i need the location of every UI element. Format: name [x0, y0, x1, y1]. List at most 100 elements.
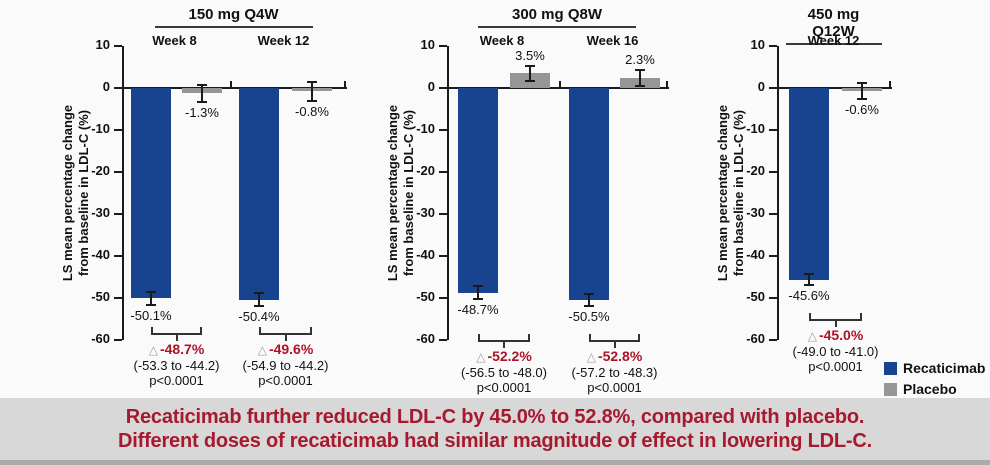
recaticimab-error-bar	[808, 274, 810, 285]
zero-line	[124, 87, 347, 89]
difference-line: △ -52.8%	[540, 349, 690, 365]
y-tick	[439, 339, 447, 341]
confidence-interval: (-53.3 to -44.2)	[133, 358, 220, 373]
y-tick-label: -30	[416, 205, 435, 220]
recaticimab-color-swatch	[884, 361, 897, 375]
y-tick	[439, 87, 447, 89]
placebo-error-cap-bottom	[635, 85, 645, 88]
confidence-interval: (-54.9 to -44.2)	[242, 358, 329, 373]
recaticimab-error-bar	[150, 292, 152, 305]
placebo-value-label: 2.3%	[625, 52, 655, 68]
y-tick	[439, 255, 447, 257]
recaticimab-error-cap-top	[584, 293, 594, 296]
y-tick-label: 0	[102, 79, 110, 94]
plot-area: LS mean percentage change from baseline i…	[60, 37, 347, 388]
y-tick-label: -50	[416, 289, 435, 304]
axis-end-tick	[889, 81, 891, 89]
y-tick-label: -10	[91, 121, 110, 136]
legend: Recaticimab Placebo	[884, 360, 985, 397]
difference-line: △ -49.6%	[211, 342, 361, 358]
y-tick-label: 10	[420, 37, 435, 52]
axis-end-tick	[666, 81, 668, 89]
recaticimab-error-bar	[477, 286, 479, 299]
week-label: Week 16	[586, 33, 639, 48]
summary-banner: Recaticimab further reduced LDL-C by 45.…	[0, 398, 990, 460]
bracket-center-tick	[834, 321, 837, 327]
y-tick	[114, 255, 122, 257]
bracket-center-tick	[175, 335, 178, 341]
panel-2: 300 mg Q8W Week 8 Week 16 LS mean percentag…	[385, 0, 669, 398]
difference-value: -52.2%	[487, 348, 532, 364]
y-tick-label: -30	[746, 205, 765, 220]
y-tick	[769, 339, 777, 341]
recaticimab-value-label: -50.4%	[238, 308, 280, 324]
recaticimab-error-cap-bottom	[584, 304, 594, 307]
placebo-value-label: -0.8%	[295, 103, 329, 119]
placebo-error-cap-top	[307, 81, 317, 84]
recaticimab-error-cap-top	[473, 285, 483, 288]
summary-line-2: Different doses of recaticimab had simil…	[118, 429, 872, 452]
recaticimab-error-cap-bottom	[804, 283, 814, 286]
y-tick	[439, 213, 447, 215]
p-value: p<0.0001	[476, 380, 532, 395]
recaticimab-bar	[131, 88, 171, 299]
recaticimab-error-cap-bottom	[146, 303, 156, 306]
y-tick-label: -10	[416, 121, 435, 136]
triangle-icon: △	[148, 343, 158, 357]
triangle-icon: △	[807, 329, 817, 343]
y-tick-label: -50	[746, 289, 765, 304]
y-tick-label: 0	[427, 79, 435, 94]
bracket-left-tick	[259, 327, 261, 335]
plot-area: LS mean percentage change from baseline i…	[385, 37, 669, 395]
week-label: Week 12	[257, 33, 310, 48]
dose-title: 450 mg Q12W	[785, 6, 882, 45]
group-separator-tick	[559, 81, 561, 89]
y-tick-label: -60	[746, 331, 765, 346]
bracket-center-tick	[503, 342, 505, 348]
difference-value: -49.6%	[268, 341, 314, 357]
y-tick-label: 10	[750, 37, 765, 52]
placebo-error-cap-top	[197, 83, 207, 86]
week-label: Week 8	[152, 33, 197, 48]
y-tick-label: -10	[746, 121, 765, 136]
recaticimab-error-bar	[258, 293, 260, 306]
difference-value: -45.0%	[818, 327, 864, 343]
recaticimab-error-cap-bottom	[254, 304, 264, 307]
y-tick	[769, 255, 777, 257]
y-tick-label: -40	[91, 247, 110, 262]
placebo-error-bar	[861, 82, 863, 99]
y-tick	[114, 339, 122, 341]
y-tick	[114, 171, 122, 173]
y-tick	[769, 87, 777, 89]
y-tick	[769, 297, 777, 299]
bracket-left-tick	[589, 334, 591, 342]
placebo-error-bar	[639, 70, 641, 87]
p-value: p<0.0001	[808, 359, 863, 374]
plot-area: LS mean percentage change from baseline i…	[715, 37, 892, 374]
placebo-error-bar	[311, 82, 313, 101]
bracket-right-tick	[638, 334, 640, 342]
bracket-left-tick	[809, 313, 811, 321]
recaticimab-bar	[239, 88, 279, 300]
y-tick	[114, 45, 122, 47]
group-separator-tick	[230, 81, 232, 89]
y-tick	[769, 213, 777, 215]
placebo-error-cap-bottom	[307, 99, 317, 102]
bracket-left-tick	[151, 327, 153, 335]
y-tick-label: -20	[746, 163, 765, 178]
placebo-error-cap-bottom	[525, 79, 535, 82]
p-value: p<0.0001	[258, 373, 313, 388]
y-tick-label: -50	[91, 289, 110, 304]
triangle-icon: △	[586, 350, 596, 364]
week-label: Week 12	[807, 33, 860, 48]
placebo-error-cap-top	[525, 64, 535, 67]
y-tick	[769, 45, 777, 47]
y-tick-label: -40	[746, 247, 765, 262]
y-tick	[439, 171, 447, 173]
y-tick-label: 10	[95, 37, 110, 52]
stats-block: △ -49.6% (-54.9 to -44.2) p<0.0001	[211, 342, 361, 389]
recaticimab-bar	[789, 88, 829, 280]
legend-label-recaticimab: Recaticimab	[903, 360, 986, 376]
placebo-color-swatch	[884, 382, 897, 396]
recaticimab-bar	[458, 88, 498, 293]
